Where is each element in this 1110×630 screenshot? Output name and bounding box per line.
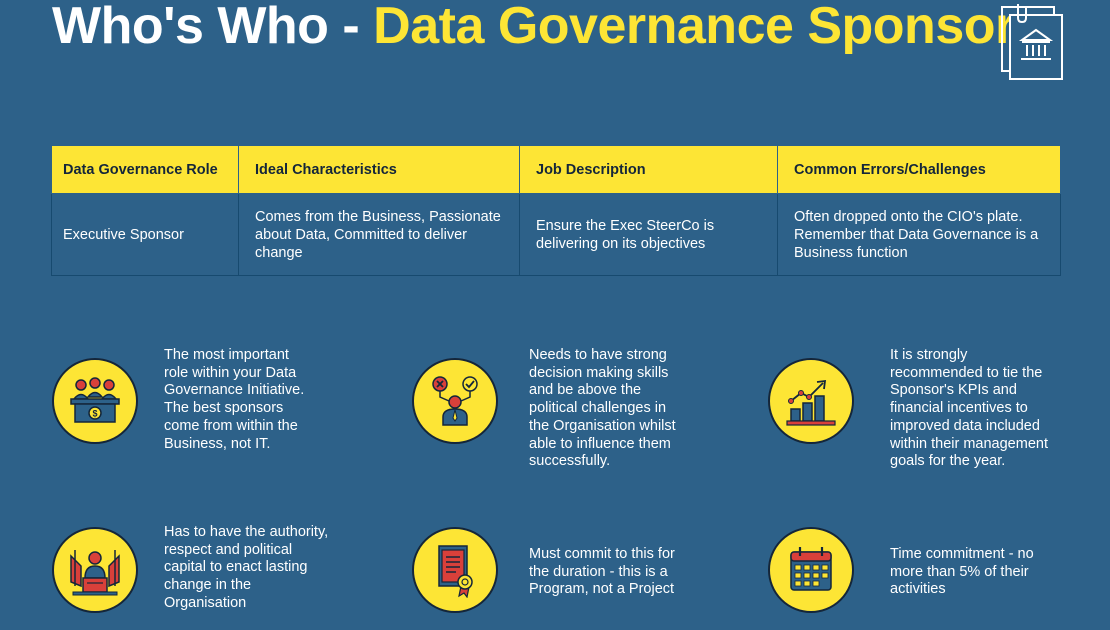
feature-text: Needs to have strong decision making ski… [529,347,676,470]
column-header-errors: Common Errors/Challenges [777,145,1061,194]
svg-text:$: $ [92,409,97,419]
table-header-row: Data Governance Role Ideal Characteristi… [51,145,1061,194]
title-part-yellow: Data Governance Sponsor [373,0,1015,55]
feature-icon-circle [768,527,854,613]
board-meeting-icon: $ [70,377,120,423]
feature-icon-circle [412,358,498,444]
feature-text: The most important role within your Data… [164,347,305,452]
cell-job-description: Ensure the Exec SteerCo is delivering on… [519,193,778,276]
feature-icon-circle [52,527,138,613]
column-header-role: Data Governance Role [51,145,239,194]
cell-characteristics: Comes from the Business, Passionate abou… [238,193,520,276]
leader-speech-icon [70,550,120,596]
certificate-icon [438,545,473,598]
feature-icon-circle [768,358,854,444]
feature-text: It is strongly recommended to tie the Sp… [890,347,1048,470]
page-title: Who's Who - Data Governance Sponsor [52,0,1015,52]
cell-errors: Often dropped onto the CIO's plate. Reme… [777,193,1061,276]
feature-text: Time commitment - no more than 5% of the… [890,546,1034,598]
feature-icon-circle [412,527,498,613]
building-document-icon [1001,4,1063,80]
table-row: Executive Sponsor Comes from the Busines… [51,193,1061,276]
growth-chart-icon [786,379,836,426]
cell-role: Executive Sponsor [51,193,239,276]
column-header-job-description: Job Description [519,145,778,194]
title-part-white: Who's Who - [52,0,374,55]
decision-making-icon [432,376,478,426]
column-header-characteristics: Ideal Characteristics [238,145,520,194]
feature-text: Must commit to this for the duration - t… [529,546,675,598]
governance-table: Data Governance Role Ideal Characteristi… [51,145,1061,276]
feature-text: Has to have the authority, respect and p… [164,524,329,611]
calendar-icon [790,547,832,591]
feature-icon-circle: $ [52,358,138,444]
